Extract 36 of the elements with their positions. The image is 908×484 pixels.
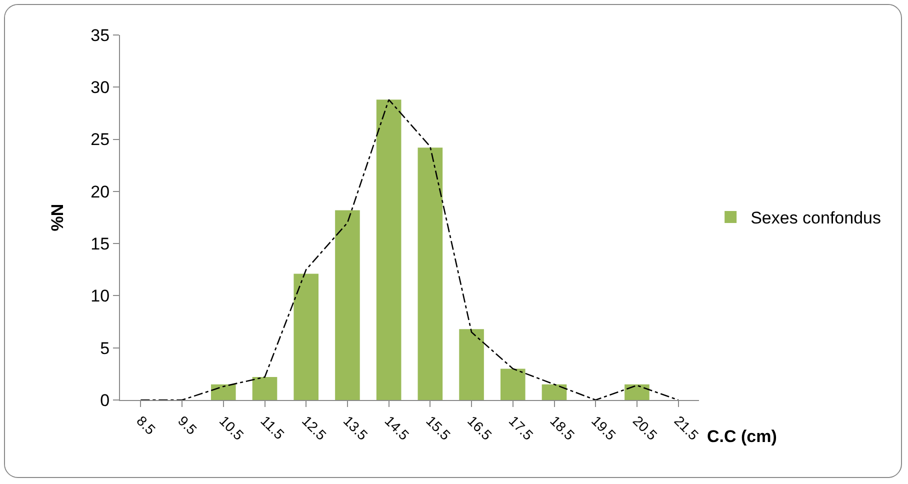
x-tick-label: 9.5 xyxy=(174,412,200,438)
bar xyxy=(624,384,650,400)
bar xyxy=(210,384,236,400)
y-tick-label: 5 xyxy=(100,338,110,358)
x-tick-label: 14.5 xyxy=(382,412,412,444)
y-tick-label: 25 xyxy=(90,130,110,150)
bar xyxy=(294,274,319,400)
bar xyxy=(500,368,526,400)
x-tick-label: 10.5 xyxy=(216,412,248,444)
x-tick-label: 21.5 xyxy=(671,412,702,444)
bar xyxy=(335,210,360,400)
x-tick-label: 16.5 xyxy=(464,412,496,444)
x-tick-label: 13.5 xyxy=(340,412,372,444)
x-tick-label: 15.5 xyxy=(423,412,454,444)
line-series xyxy=(140,99,679,400)
bar xyxy=(376,100,402,400)
legend-label: Sexes confondus xyxy=(750,208,881,228)
bar xyxy=(252,377,278,400)
y-tick-label: 30 xyxy=(90,78,110,98)
x-tick-label: 18.5 xyxy=(547,412,578,444)
y-tick-label: 35 xyxy=(90,26,110,45)
bar xyxy=(542,384,567,400)
x-axis-title: C.C (cm) xyxy=(707,427,777,446)
y-tick-label: 10 xyxy=(90,286,110,306)
x-tick-label: 11.5 xyxy=(258,412,288,443)
x-tick-label: 8.5 xyxy=(134,412,159,438)
y-tick-label: 20 xyxy=(90,182,110,202)
x-tick-label: 20.5 xyxy=(630,412,661,444)
x-tick-label: 17.5 xyxy=(506,412,537,444)
bar xyxy=(459,329,484,400)
bar xyxy=(418,148,443,400)
y-axis-title: %N xyxy=(48,204,68,232)
x-tick-label: 12.5 xyxy=(299,412,330,444)
x-tick-label: 19.5 xyxy=(588,412,620,444)
y-tick-label: 0 xyxy=(100,390,110,410)
y-tick-label: 15 xyxy=(90,234,110,254)
